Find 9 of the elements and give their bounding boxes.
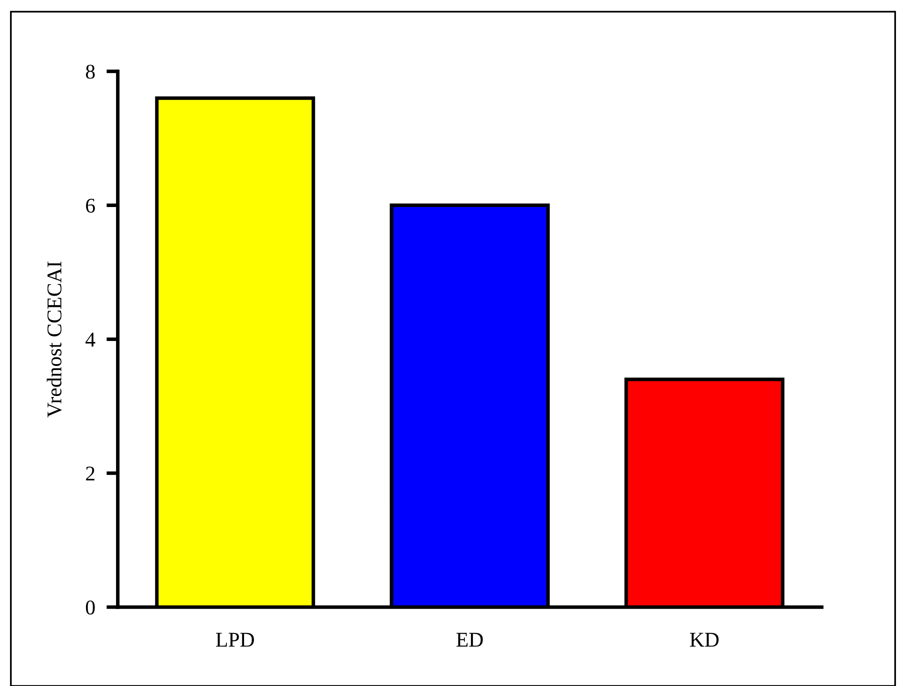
y-tick-label: 0: [86, 600, 95, 615]
x-tick-label: ED: [456, 632, 483, 647]
y-tick-label: 2: [86, 466, 94, 480]
y-tick-label: 6: [86, 198, 95, 213]
y-tick-label: 4: [86, 332, 96, 346]
y-axis-title: Vrednost CCECAI: [46, 262, 62, 418]
y-tick-label: 8: [86, 64, 95, 79]
x-tick-label: KD: [690, 632, 719, 647]
x-tick-label: LPD: [216, 632, 254, 647]
